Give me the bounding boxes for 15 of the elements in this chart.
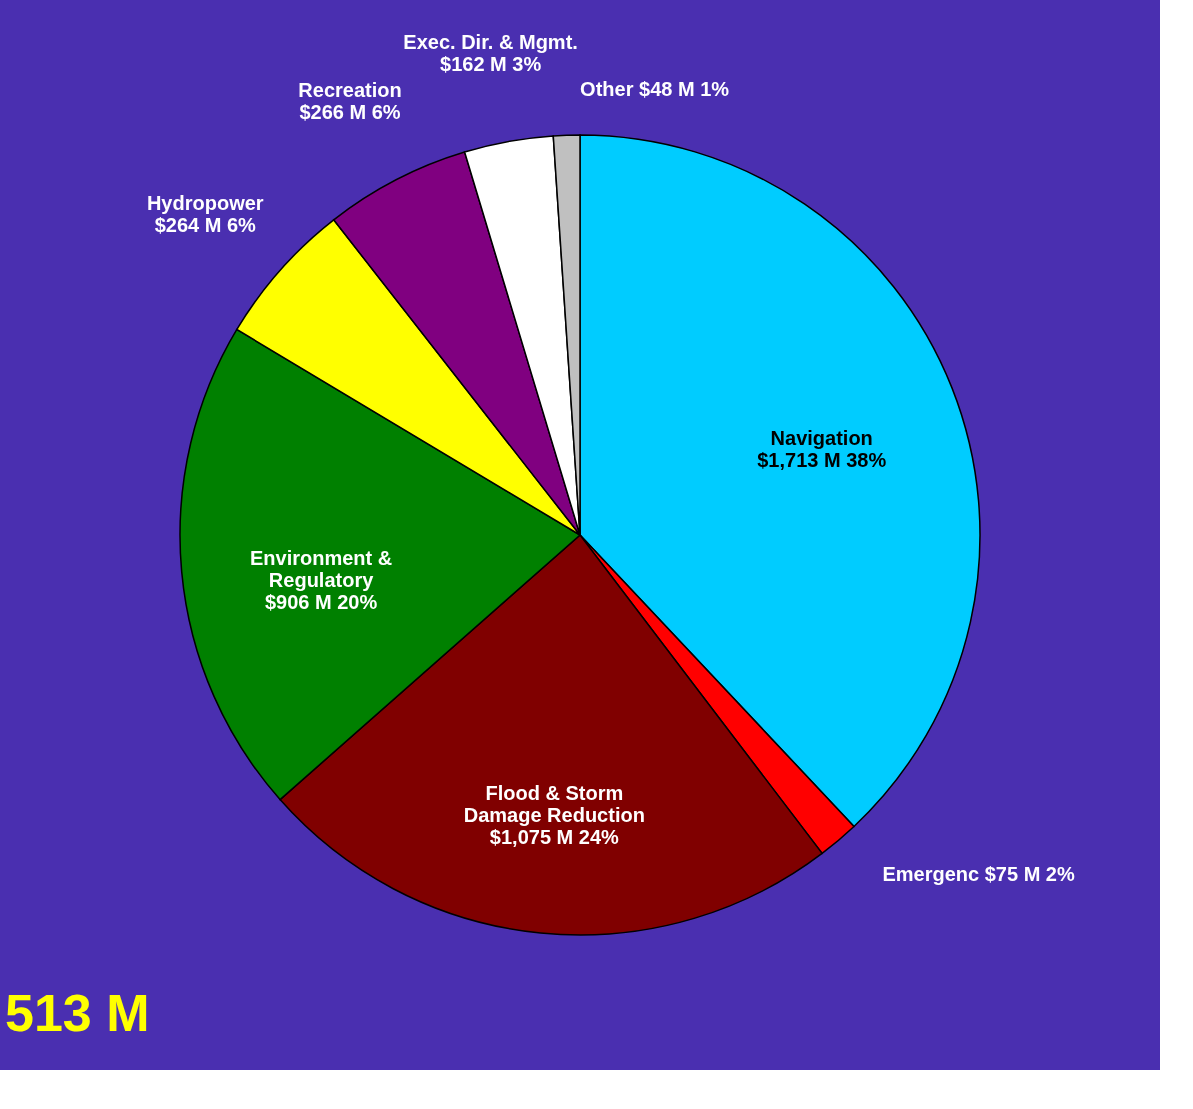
data-label: $266 M 6% <box>299 101 401 124</box>
slice-label: Hydropower <box>146 191 264 214</box>
text: 513 M <box>5 984 150 1042</box>
data-label: $906 M 20% <box>264 590 378 613</box>
slice-label: Other $48 M 1% <box>580 78 730 101</box>
slice-label: Navigation <box>770 427 873 450</box>
slice-label: Emergenc $75 M 2% <box>882 862 1075 885</box>
slice-label: Flood & Storm Damage Reduction <box>463 781 645 826</box>
data-label: $162 M 3% <box>440 53 542 76</box>
slice-label: Environment & Regulatory <box>249 546 393 591</box>
data-label: $1,075 M 24% <box>489 825 620 848</box>
data-label: $264 M 6% <box>154 213 257 236</box>
slice-label: Exec. Dir. & Mgmt. <box>403 31 578 54</box>
data-label: $1,713 M 38% <box>757 449 887 472</box>
slice-label: Recreation <box>298 79 402 102</box>
